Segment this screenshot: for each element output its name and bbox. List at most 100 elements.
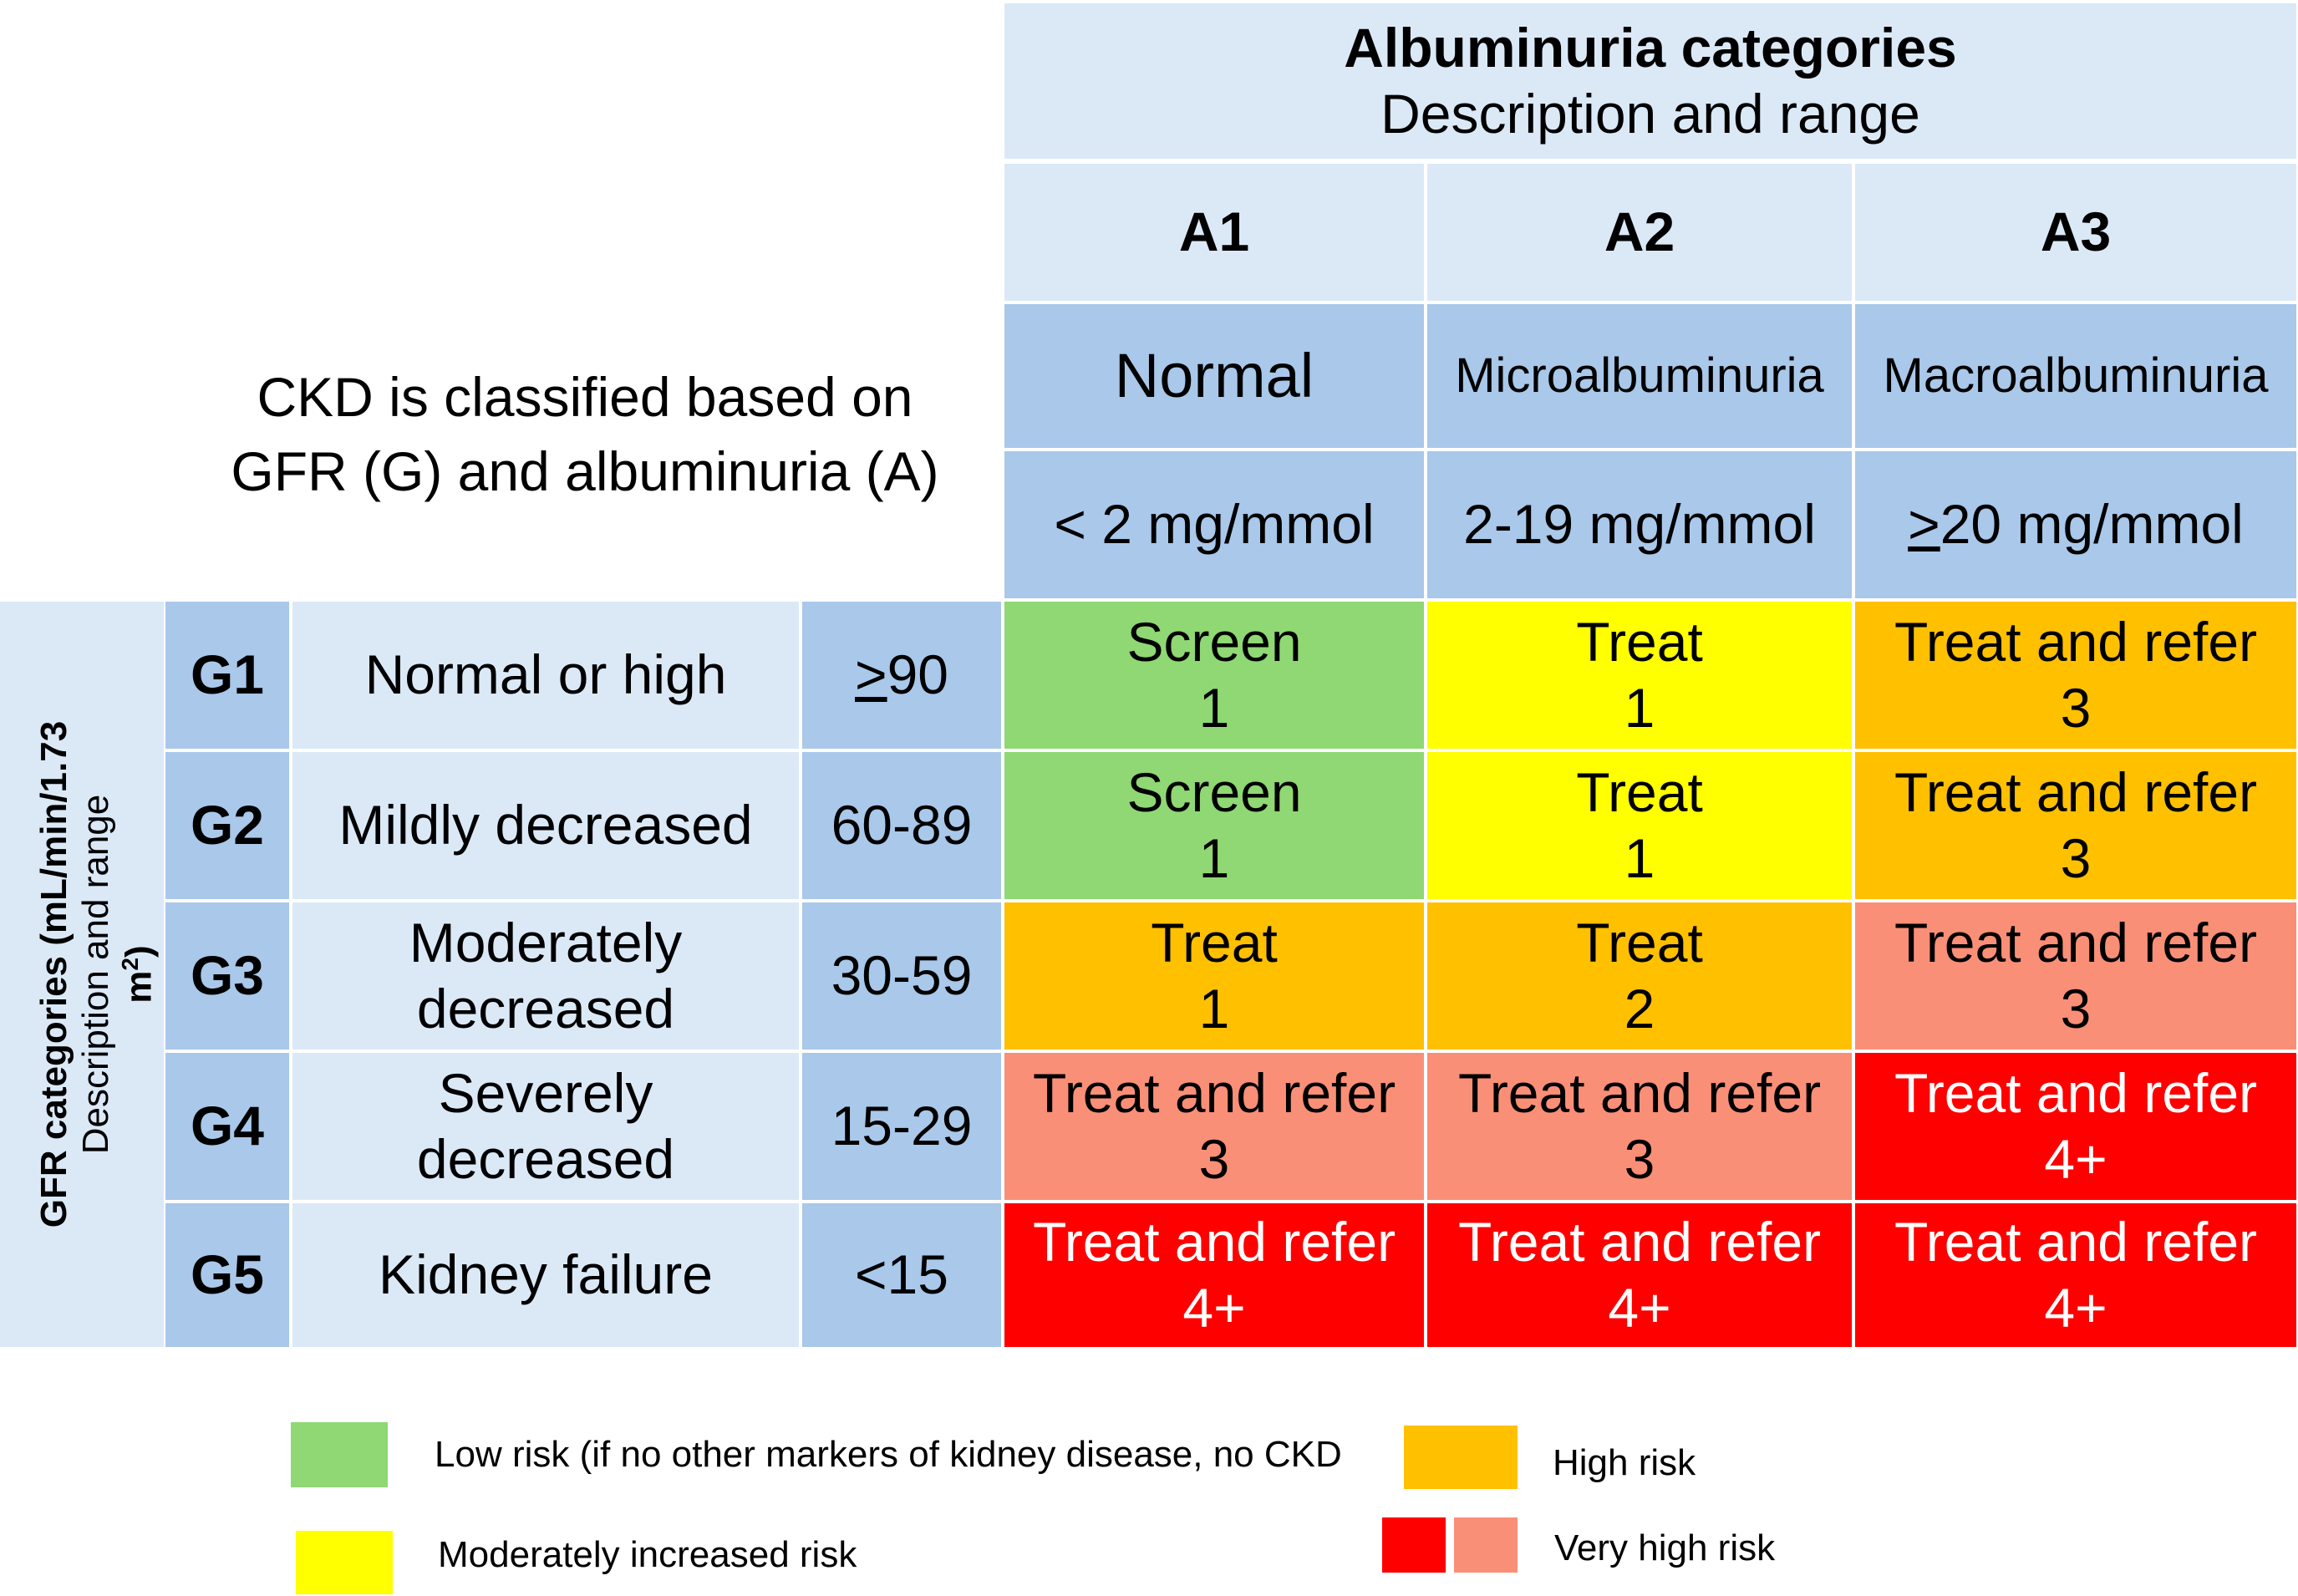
risk-action: Treat and refer [1457, 1061, 1822, 1124]
column-range-a3-prefix: > [1908, 493, 1940, 556]
column-range-a3-group: >20 mg/mmol [1908, 491, 2244, 557]
risk-cell-g1-a3: Treat and refer 3 [1855, 602, 2296, 749]
intro-text: CKD is classified based on GFR (G) and a… [167, 351, 1003, 518]
risk-level: 3 [2060, 978, 2092, 1039]
row-range-g3: 30-59 [802, 902, 1001, 1050]
column-range-a2: 2-19 mg/mmol [1427, 451, 1852, 598]
row-code-g2: G2 [165, 752, 289, 899]
risk-level: 3 [2060, 677, 2092, 739]
risk-action: Treat and refer [1457, 1210, 1822, 1273]
albuminuria-subtitle: Description and range [1380, 83, 1920, 145]
risk-level: 1 [1198, 677, 1230, 739]
legend-swatch-very-high [1382, 1517, 1446, 1573]
row-range-g1-prefix: > [855, 643, 887, 706]
risk-level: 3 [1198, 1128, 1230, 1190]
risk-action: Treat and refer [1032, 1210, 1396, 1273]
row-description-g4-line2: decreased [416, 1128, 675, 1190]
legend-swatch-low [291, 1422, 388, 1487]
column-code-a1: A1 [1004, 164, 1424, 301]
risk-cell-g5-a1: Treat and refer 4+ [1004, 1203, 1424, 1347]
risk-level: 1 [1198, 827, 1230, 889]
row-range-g1: >90 [802, 602, 1001, 749]
risk-level: 4+ [1182, 1277, 1246, 1339]
gfr-side-title-text: GFR categories (mL/min/1.73 [33, 720, 75, 1228]
risk-action: Treat [1576, 911, 1703, 973]
risk-action: Treat and refer [1894, 1210, 2258, 1273]
gfr-side-unit-sup: 2 [117, 957, 144, 971]
column-range-a1: < 2 mg/mmol [1004, 451, 1424, 598]
risk-cell-g4-a1: Treat and refer 3 [1004, 1053, 1424, 1200]
risk-level: 2 [1624, 978, 1655, 1039]
albuminuria-title: Albuminuria categories [1344, 16, 1957, 79]
risk-cell-g2-a2: Treat 1 [1427, 752, 1852, 899]
intro-line-1: CKD is classified based on [257, 365, 913, 428]
row-code-g3: G3 [165, 902, 289, 1050]
risk-action: Treat and refer [1894, 760, 2258, 823]
row-code-g1: G1 [165, 602, 289, 749]
legend-label-low: Low risk (if no other markers of kidney … [435, 1434, 1342, 1475]
column-code-a2: A2 [1427, 164, 1852, 301]
row-description-g1: Normal or high [292, 602, 799, 749]
row-description-g4-line1: Severely [438, 1061, 653, 1124]
risk-action: Treat and refer [1894, 911, 2258, 973]
risk-action: Treat [1151, 911, 1278, 973]
row-description-g2: Mildly decreased [292, 752, 799, 899]
row-description-g3-line2: decreased [416, 978, 675, 1039]
risk-cell-g3-a2: Treat 2 [1427, 902, 1852, 1050]
risk-cell-g5-a3: Treat and refer 4+ [1855, 1203, 2296, 1347]
legend-swatch-moderate [296, 1531, 393, 1594]
risk-level: 3 [2060, 827, 2092, 889]
risk-action: Treat and refer [1894, 1061, 2258, 1124]
risk-action: Treat [1576, 610, 1703, 673]
risk-level: 3 [1624, 1128, 1655, 1190]
row-description-g3: Moderately decreased [292, 902, 799, 1050]
legend-label-very-high: Very high risk [1554, 1527, 1776, 1568]
risk-action: Screen [1126, 610, 1302, 673]
gfr-side-unit-tail: m2) [117, 945, 160, 1003]
column-name-a2: Microalbuminuria [1427, 304, 1852, 448]
risk-cell-g4-a2: Treat and refer 3 [1427, 1053, 1852, 1200]
legend-label-high: High risk [1553, 1442, 1696, 1483]
gfr-side-label-bg [0, 602, 164, 1347]
risk-cell-g3-a3: Treat and refer 3 [1855, 902, 2296, 1050]
risk-action: Treat [1576, 760, 1703, 823]
row-description-g4: Severely decreased [292, 1053, 799, 1200]
risk-cell-g2-a3: Treat and refer 3 [1855, 752, 2296, 899]
risk-cell-g3-a1: Treat 1 [1004, 902, 1424, 1050]
risk-action: Treat and refer [1032, 1061, 1396, 1124]
risk-level: 4+ [2044, 1277, 2107, 1339]
risk-cell-g1-a2: Treat 1 [1427, 602, 1852, 749]
row-range-g1-rest: 90 [887, 643, 948, 706]
legend-swatch-very-high-light [1454, 1517, 1518, 1573]
risk-cell-g2-a1: Screen 1 [1004, 752, 1424, 899]
column-range-a2-text: 2-19 mg/mmol [1463, 493, 1816, 556]
gfr-side-unit-m: m [118, 970, 160, 1004]
risk-level: 1 [1624, 827, 1655, 889]
gfr-side-label: GFR categories (mL/min/1.73 Description … [30, 602, 164, 1347]
column-range-a1-text: < 2 mg/mmol [1054, 493, 1375, 556]
column-range-a3: >20 mg/mmol [1855, 451, 2296, 598]
risk-level: 1 [1198, 978, 1230, 1039]
column-name-a1: Normal [1004, 304, 1424, 448]
row-range-g1-group: >90 [855, 642, 948, 708]
column-range-a3-rest: 20 mg/mmol [1940, 493, 2244, 556]
risk-cell-g4-a3: Treat and refer 4+ [1855, 1053, 2296, 1200]
albuminuria-header: Albuminuria categories Description and r… [1004, 3, 2296, 159]
risk-action: Screen [1126, 760, 1302, 823]
column-name-a3: Macroalbuminuria [1855, 304, 2296, 448]
risk-level: 1 [1624, 677, 1655, 739]
risk-level: 4+ [1608, 1277, 1671, 1339]
row-range-g5: <15 [802, 1203, 1001, 1347]
row-description-g3-line1: Moderately [409, 911, 683, 973]
legend-label-moderate: Moderately increased risk [438, 1534, 857, 1575]
legend-swatch-high [1404, 1426, 1518, 1489]
risk-cell-g5-a2: Treat and refer 4+ [1427, 1203, 1852, 1347]
risk-cell-g1-a1: Screen 1 [1004, 602, 1424, 749]
row-range-g4: 15-29 [802, 1053, 1001, 1200]
row-code-g4: G4 [165, 1053, 289, 1200]
row-range-g2: 60-89 [802, 752, 1001, 899]
row-code-g5: G5 [165, 1203, 289, 1347]
intro-line-2: GFR (G) and albuminuria (A) [231, 440, 939, 502]
column-code-a3: A3 [1855, 164, 2296, 301]
gfr-side-unit-close: ) [118, 945, 160, 958]
